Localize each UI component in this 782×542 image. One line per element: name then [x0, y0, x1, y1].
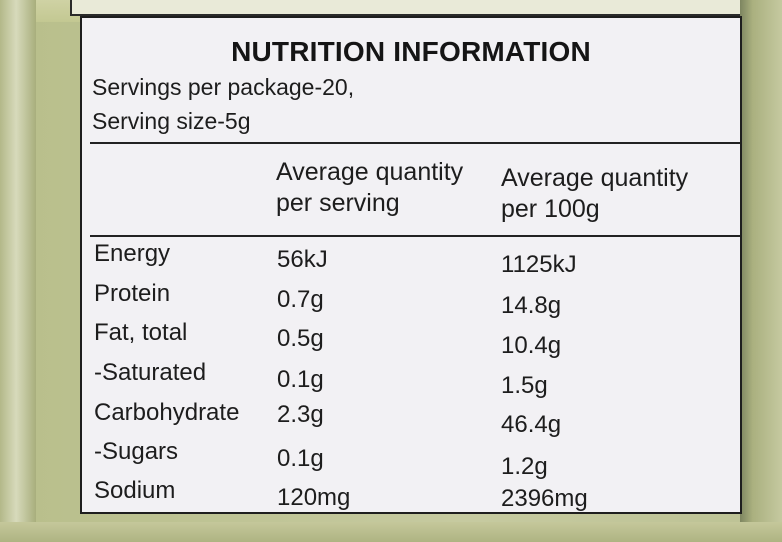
- column-header-per-100g-line2: per 100g: [501, 195, 600, 223]
- nutrition-panel: NUTRITION INFORMATION Servings per packa…: [80, 16, 742, 514]
- row-name-saturated: -Saturated: [94, 359, 207, 386]
- row-100g-sodium: 2396mg: [501, 485, 588, 512]
- column-header-per-100g-line1: Average quantity: [501, 164, 689, 192]
- row-100g-sugars: 1.2g: [501, 453, 548, 480]
- row-serving-sodium: 120mg: [277, 484, 351, 511]
- row-serving-protein: 0.7g: [277, 286, 324, 313]
- serving-size: Serving size-5g: [92, 108, 251, 134]
- row-serving-fat-total: 0.5g: [277, 325, 324, 352]
- package-bottom-strip: [0, 522, 782, 542]
- header-rule: [90, 142, 740, 144]
- row-name-carbohydrate: Carbohydrate: [94, 399, 240, 426]
- row-100g-carbohydrate: 46.4g: [501, 411, 562, 438]
- row-name-energy: Energy: [94, 240, 171, 267]
- servings-per-package: Servings per package-20,: [92, 74, 355, 100]
- column-header-per-serving: Average quantity per serving: [276, 157, 463, 219]
- row-name-fat-total: Fat, total: [94, 319, 188, 346]
- row-100g-protein: 14.8g: [501, 292, 562, 319]
- row-name-sodium: Sodium: [94, 477, 176, 504]
- package-top-box: [70, 0, 750, 16]
- row-serving-energy: 56kJ: [277, 246, 328, 273]
- body-rule: [90, 235, 740, 237]
- row-100g-energy: 1125kJ: [501, 251, 577, 278]
- package-right-edge: [740, 0, 782, 542]
- row-name-sugars: -Sugars: [94, 438, 179, 465]
- row-100g-saturated: 1.5g: [501, 372, 548, 399]
- nutrition-title: NUTRITION INFORMATION: [231, 36, 591, 67]
- row-serving-sugars: 0.1g: [277, 445, 324, 472]
- package-left-edge: [0, 0, 36, 542]
- column-header-per-serving-line2: per serving: [276, 189, 400, 217]
- column-header-per-100g: Average quantity per 100g: [501, 163, 688, 225]
- row-serving-saturated: 0.1g: [277, 366, 324, 393]
- row-100g-fat-total: 10.4g: [501, 332, 562, 359]
- row-name-protein: Protein: [94, 280, 171, 307]
- row-serving-carbohydrate: 2.3g: [277, 401, 324, 428]
- column-header-per-serving-line1: Average quantity: [276, 158, 464, 186]
